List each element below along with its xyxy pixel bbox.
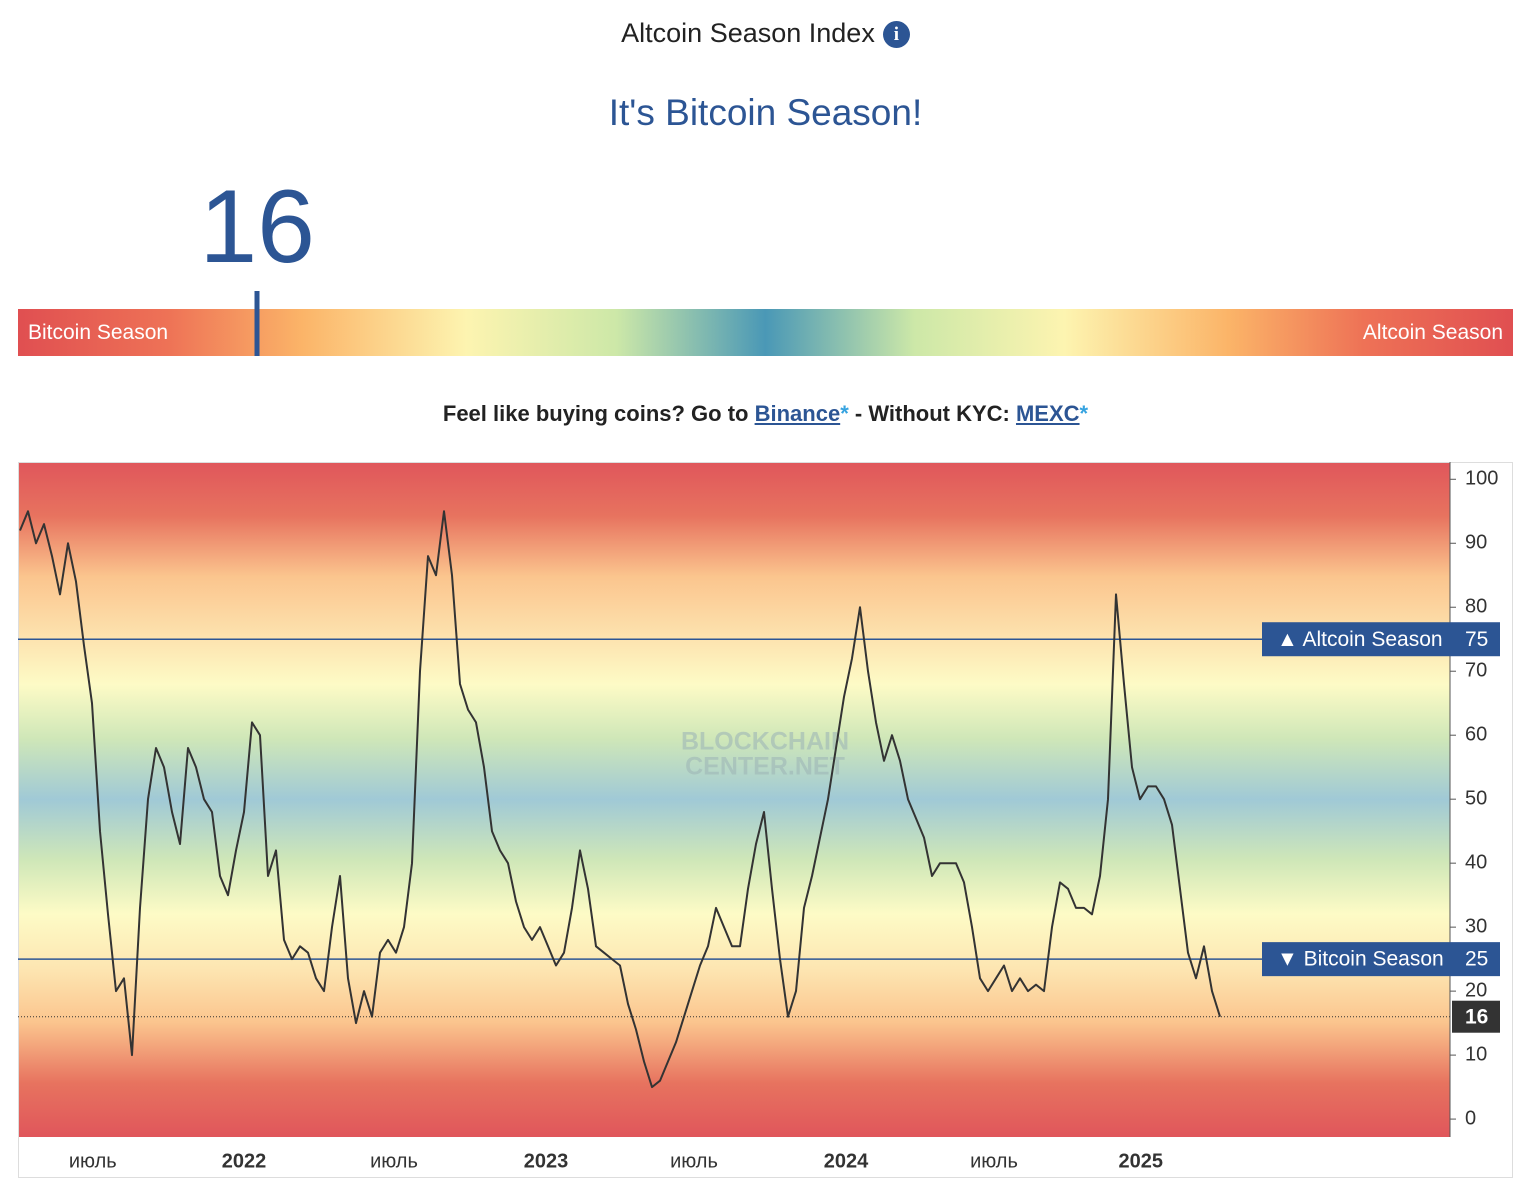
watermark: CENTER.NET xyxy=(685,753,845,781)
y-tick-label: 90 xyxy=(1465,532,1487,554)
chart-frame xyxy=(18,462,1513,1178)
threshold-label: ▲ Altcoin Season xyxy=(1277,628,1443,651)
header: Altcoin Season Index i xyxy=(0,18,1531,49)
gauge-right-label: Altcoin Season xyxy=(1362,321,1503,344)
gauge-marker xyxy=(254,291,260,356)
y-tick-label: 50 xyxy=(1465,787,1487,809)
threshold-box xyxy=(1262,942,1500,977)
y-tick-label: 80 xyxy=(1465,596,1487,618)
index-line xyxy=(19,510,1221,1089)
x-tick-label: 2022 xyxy=(222,1150,267,1172)
y-tick-label: 70 xyxy=(1465,659,1487,681)
y-tick-label: 30 xyxy=(1465,915,1487,937)
threshold-label: ▼ Bitcoin Season xyxy=(1277,948,1444,971)
promo: Feel like buying coins? Go to Binance* -… xyxy=(0,401,1531,427)
info-icon[interactable]: i xyxy=(882,21,910,48)
watermark: BLOCKCHAIN xyxy=(681,728,849,756)
current-box xyxy=(1452,1000,1500,1033)
binance-link[interactable]: Binance xyxy=(754,401,841,426)
current-label: 16 xyxy=(1465,1005,1488,1028)
x-tick-label: июль xyxy=(370,1150,418,1172)
y-tick-label: 20 xyxy=(1465,979,1487,1001)
threshold-value: 75 xyxy=(1465,628,1488,651)
x-tick-label: 2025 xyxy=(1119,1150,1164,1172)
y-tick-label: 0 xyxy=(1465,1107,1476,1129)
x-tick-label: 2024 xyxy=(824,1150,869,1172)
title: Altcoin Season Index xyxy=(621,18,875,48)
threshold-box xyxy=(1262,622,1500,657)
x-tick-label: июль xyxy=(670,1150,718,1172)
y-tick-label: 10 xyxy=(1465,1043,1487,1065)
gauge-bar: Bitcoin Season Altcoin Season xyxy=(18,309,1513,356)
y-tick-label: 60 xyxy=(1465,723,1487,745)
threshold-value: 25 xyxy=(1465,948,1488,971)
status: It's Bitcoin Season! xyxy=(608,92,923,133)
y-tick-label: 100 xyxy=(1465,468,1498,490)
x-tick-label: июль xyxy=(69,1150,117,1172)
promo-text: Feel like buying coins? Go to xyxy=(442,401,749,426)
promo-text: - Without KYC: xyxy=(854,401,1010,426)
x-tick-label: 2023 xyxy=(524,1150,569,1172)
current-value: 16 xyxy=(199,169,316,285)
star: * xyxy=(840,401,849,426)
y-tick-label: 40 xyxy=(1465,851,1487,873)
gauge-left-label: Bitcoin Season xyxy=(28,321,169,344)
plot-background xyxy=(18,462,1450,1137)
star: * xyxy=(1079,401,1089,426)
mexc-link[interactable]: MEXC xyxy=(1015,401,1080,426)
x-tick-label: июль xyxy=(970,1150,1018,1172)
